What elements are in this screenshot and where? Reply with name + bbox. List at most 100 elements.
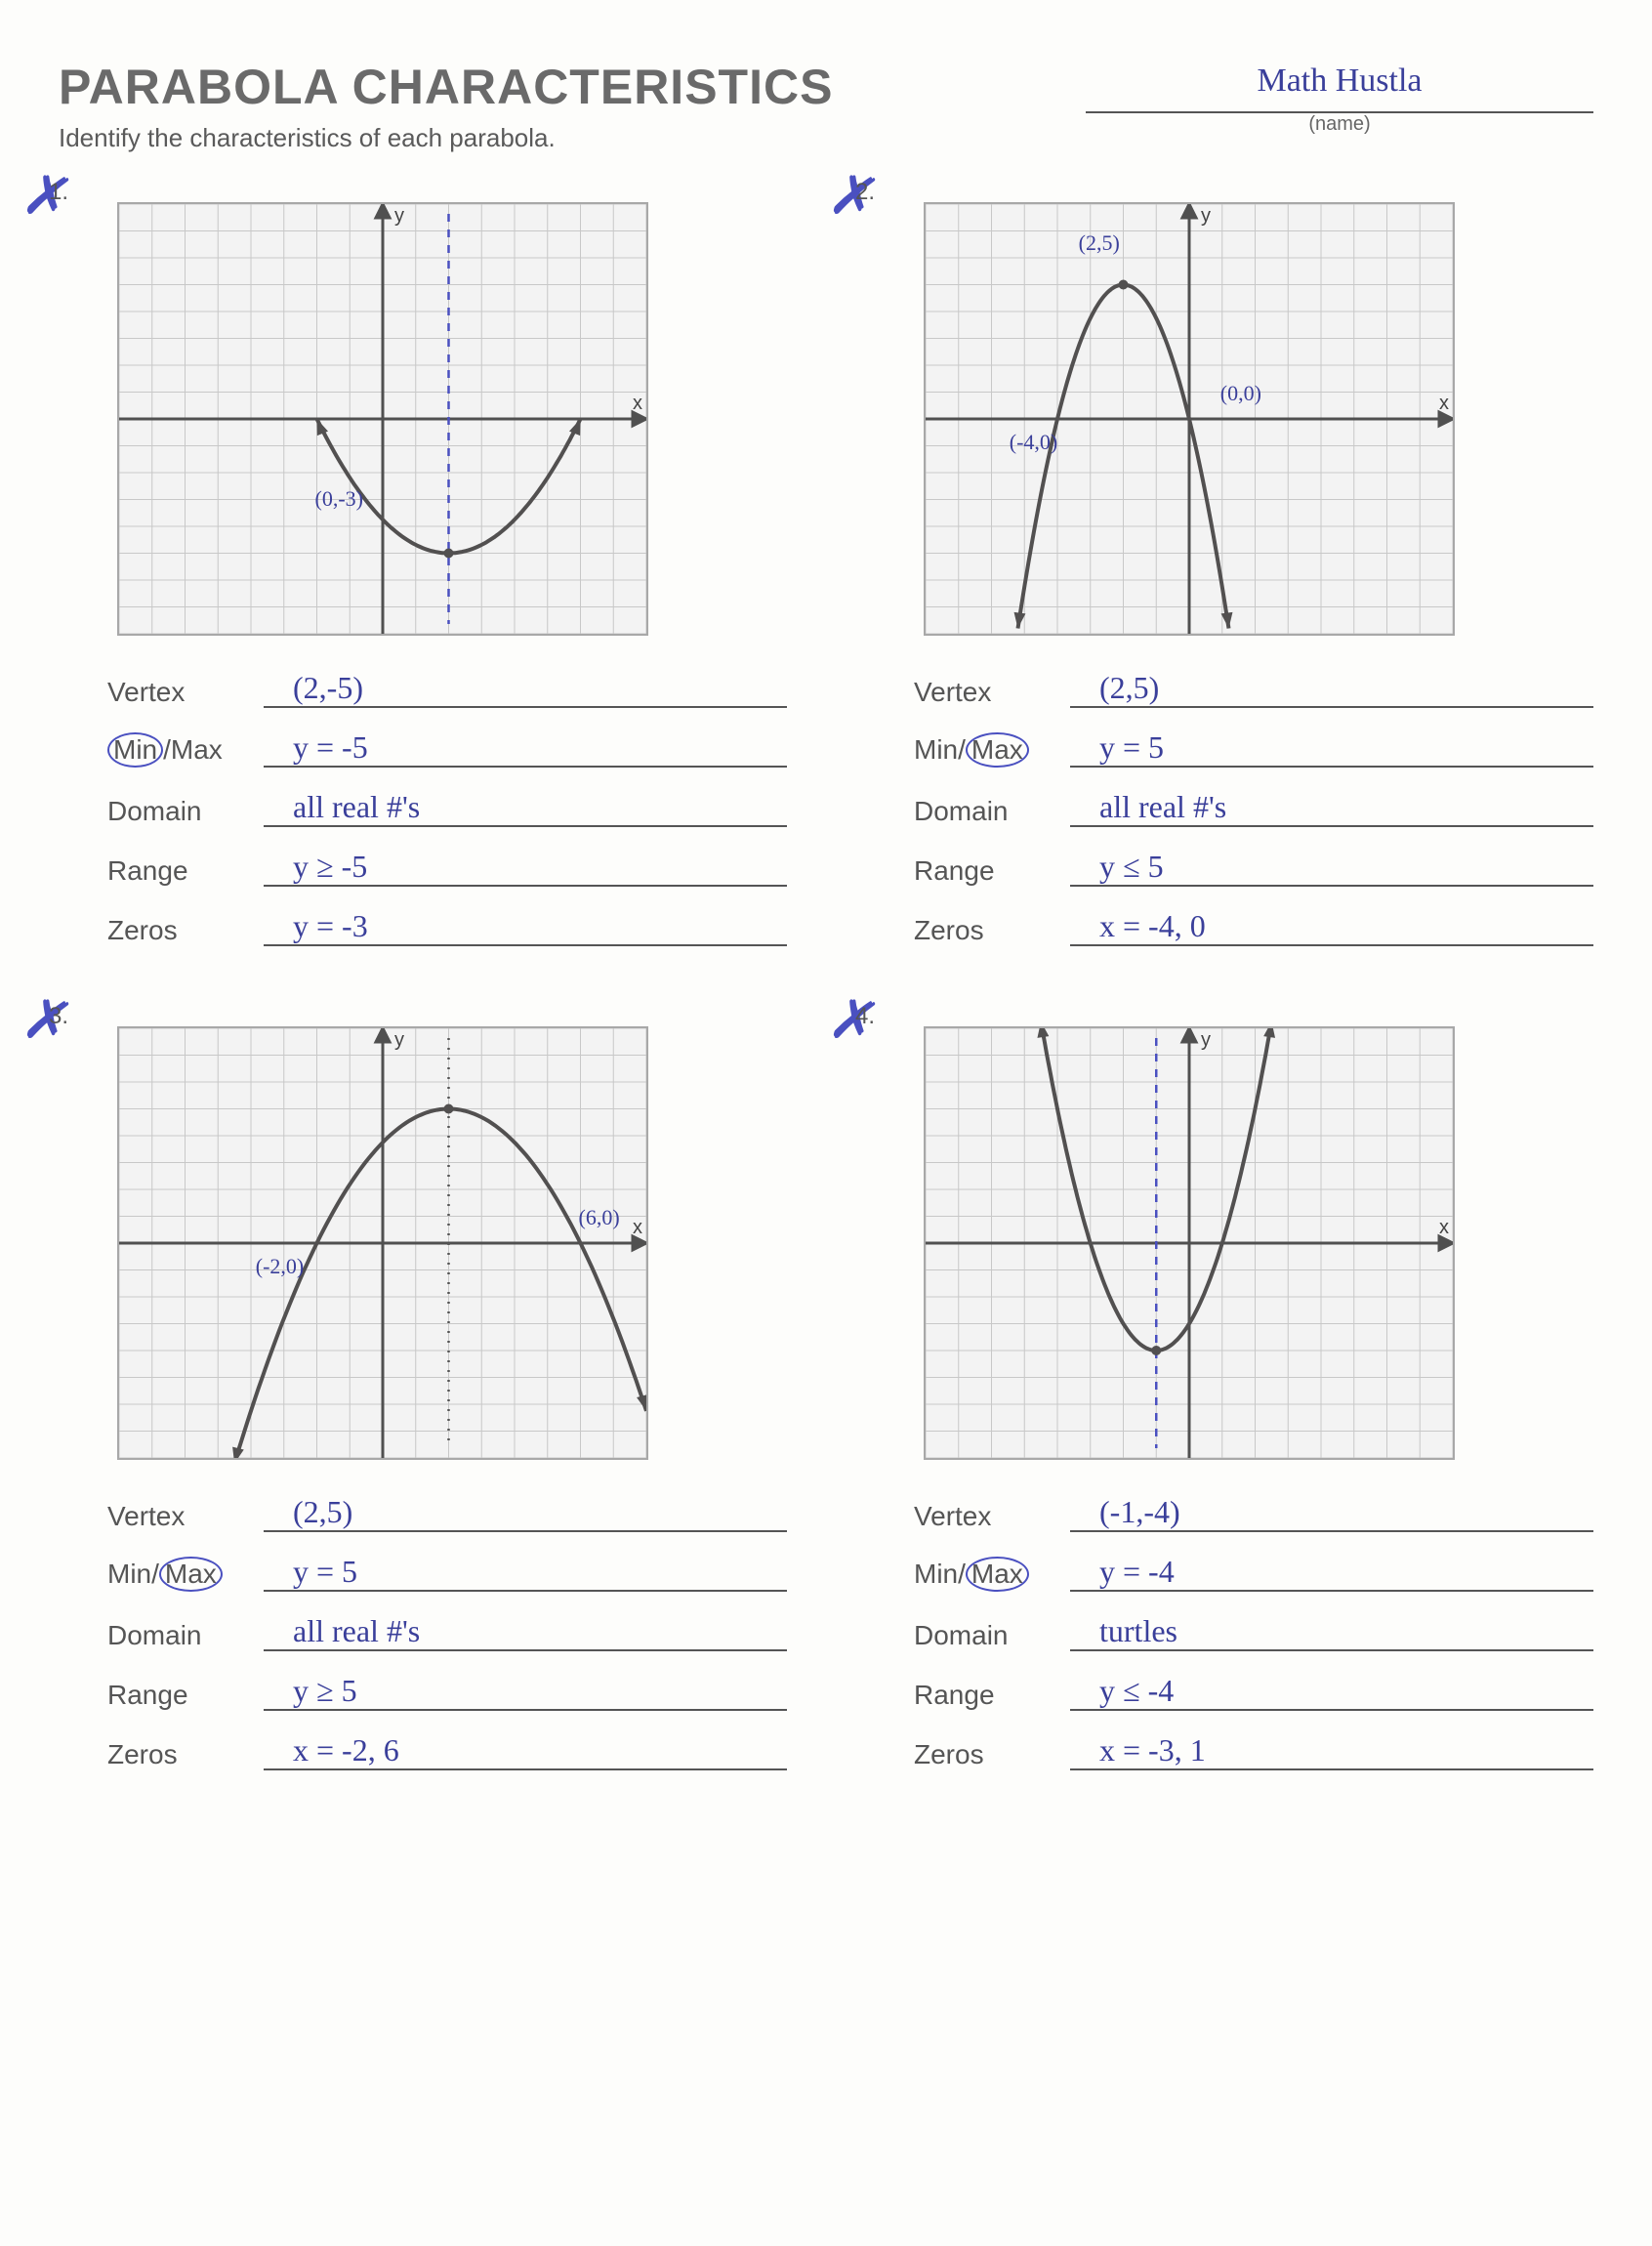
problem-number: 4. [855,1003,875,1030]
answer-blank: all real #'s [264,789,787,827]
graph-box: yx [117,1026,648,1460]
answer-row-range: Range y ≤ -4 [914,1673,1593,1711]
answer-blank: y = -5 [264,729,787,768]
answers-block: Vertex (2,5) Min/Max y = 5 Domain all re… [914,670,1593,946]
problem-2: ✗ 2. yx (2,5)(0,0)(-4,0) Vertex (2,5) Mi… [865,183,1593,968]
answer-label: Range [914,855,1070,887]
answer-row-range: Range y ≥ -5 [107,849,787,887]
answer-row-vertex: Vertex (2,-5) [107,670,787,708]
student-answer: y = 5 [293,1554,357,1589]
worksheet-subtitle: Identify the characteristics of each par… [59,123,1086,153]
answer-blank: all real #'s [1070,789,1593,827]
svg-text:x: x [1439,1217,1449,1238]
answers-block: Vertex (-1,-4) Min/Max y = -4 Domain tur… [914,1494,1593,1770]
worksheet-title: PARABOLA CHARACTERISTICS [59,59,1086,115]
answer-row-vertex: Vertex (2,5) [914,670,1593,708]
answer-row-minmax: Min/Max y = 5 [914,729,1593,768]
student-name: Math Hustla [1257,62,1422,99]
student-answer: y = -4 [1099,1554,1175,1589]
answer-row-zeros: Zeros y = -3 [107,908,787,946]
problem-3: ✗ 3. yx (-2,0)(6,0) Vertex (2,5) Min/Max… [59,1007,787,1792]
answer-row-vertex: Vertex (-1,-4) [914,1494,1593,1532]
answer-row-zeros: Zeros x = -2, 6 [107,1732,787,1770]
student-answer: x = -3, 1 [1099,1732,1206,1768]
answer-row-domain: Domain all real #'s [107,789,787,827]
student-answer: (2,5) [293,1494,352,1529]
answer-label: Vertex [107,1501,264,1532]
answer-blank: y ≥ 5 [264,1673,787,1711]
answer-label: Domain [914,796,1070,827]
student-answer: turtles [1099,1613,1177,1648]
student-answer: (2,5) [1099,670,1159,705]
problems-grid: ✗ 1. yx (0,-3) Vertex (2,-5) Min/Max y =… [59,183,1593,1792]
answer-label: Vertex [914,677,1070,708]
name-field-label: (name) [1086,113,1593,136]
problem-number: 2. [855,179,875,206]
answer-blank: x = -3, 1 [1070,1732,1593,1770]
student-answer: all real #'s [293,1613,420,1648]
answer-blank: (-1,-4) [1070,1494,1593,1532]
answer-label: Zeros [914,1739,1070,1770]
answer-label: Min/Max [107,1557,264,1592]
answer-label: Zeros [107,915,264,946]
problem-4: ✗ 4. yx Vertex (-1,-4) Min/Max y = -4 Do… [865,1007,1593,1792]
worksheet-header: PARABOLA CHARACTERISTICS Identify the ch… [59,59,1593,153]
answer-blank: y ≤ -4 [1070,1673,1593,1711]
answer-label: Min/Max [914,1557,1070,1592]
answer-row-minmax: Min/Max y = -5 [107,729,787,768]
answer-row-domain: Domain all real #'s [914,789,1593,827]
answer-blank: y = -4 [1070,1554,1593,1592]
student-answer: y ≤ 5 [1099,849,1164,884]
title-block: PARABOLA CHARACTERISTICS Identify the ch… [59,59,1086,153]
problem-number: 3. [49,1003,68,1030]
answer-blank: y ≥ -5 [264,849,787,887]
answer-blank: x = -4, 0 [1070,908,1593,946]
answer-label: Range [107,855,264,887]
svg-text:y: y [394,205,404,227]
student-answer: x = -4, 0 [1099,908,1206,943]
student-answer: all real #'s [293,789,420,824]
name-block: Math Hustla (name) [1086,62,1593,136]
student-answer: y = 5 [1099,729,1164,765]
student-answer: y ≤ -4 [1099,1673,1174,1708]
answer-row-zeros: Zeros x = -3, 1 [914,1732,1593,1770]
answer-label: Range [914,1680,1070,1711]
student-answer: (-1,-4) [1099,1494,1180,1529]
answer-label: Vertex [914,1501,1070,1532]
answer-blank: (2,-5) [264,670,787,708]
answer-label: Range [107,1680,264,1711]
answer-label: Min/Max [914,732,1070,768]
svg-text:x: x [1439,393,1449,414]
answer-label: Domain [914,1620,1070,1651]
problem-1: ✗ 1. yx (0,-3) Vertex (2,-5) Min/Max y =… [59,183,787,968]
problem-number: 1. [49,179,68,206]
answer-blank: all real #'s [264,1613,787,1651]
svg-text:x: x [633,393,642,414]
svg-text:y: y [394,1029,404,1051]
answer-blank: y = -3 [264,908,787,946]
answer-blank: (2,5) [1070,670,1593,708]
answer-blank: x = -2, 6 [264,1732,787,1770]
graph-box: yx [924,1026,1455,1460]
answer-row-zeros: Zeros x = -4, 0 [914,908,1593,946]
answer-label: Domain [107,1620,264,1651]
answer-blank: y = 5 [264,1554,787,1592]
student-answer: y ≥ 5 [293,1673,357,1708]
graph-box: yx [117,202,648,636]
name-line: Math Hustla [1086,62,1593,113]
graph-box: yx [924,202,1455,636]
answers-block: Vertex (2,5) Min/Max y = 5 Domain all re… [107,1494,787,1770]
answer-row-minmax: Min/Max y = -4 [914,1554,1593,1592]
answer-label: Vertex [107,677,264,708]
student-answer: x = -2, 6 [293,1732,399,1768]
student-answer: y ≥ -5 [293,849,367,884]
svg-text:x: x [633,1217,642,1238]
student-answer: all real #'s [1099,789,1226,824]
answer-row-vertex: Vertex (2,5) [107,1494,787,1532]
svg-text:y: y [1201,205,1211,227]
answer-label: Zeros [914,915,1070,946]
answers-block: Vertex (2,-5) Min/Max y = -5 Domain all … [107,670,787,946]
answer-blank: (2,5) [264,1494,787,1532]
svg-text:y: y [1201,1029,1211,1051]
answer-row-minmax: Min/Max y = 5 [107,1554,787,1592]
